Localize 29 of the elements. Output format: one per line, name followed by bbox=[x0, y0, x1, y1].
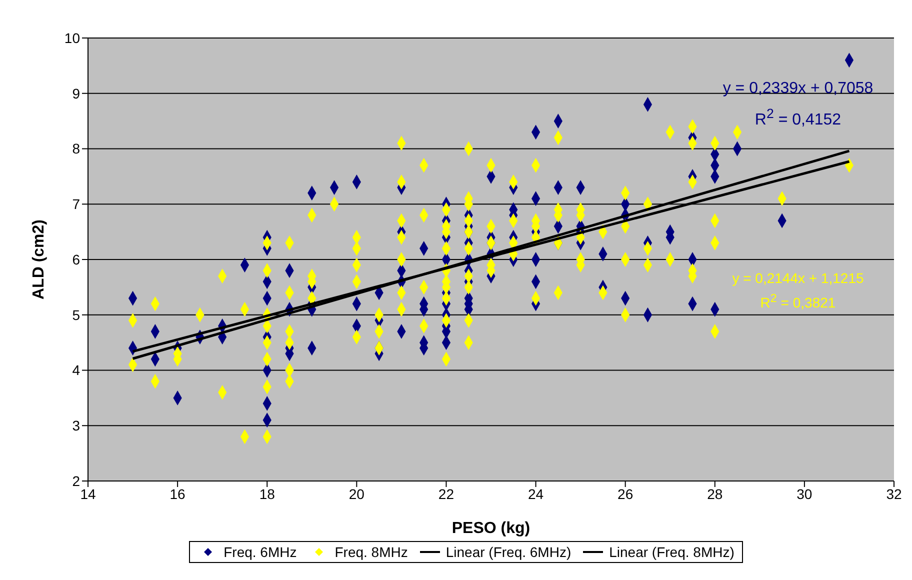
y-tick-label: 10 bbox=[64, 30, 80, 46]
x-tick-label: 18 bbox=[259, 486, 276, 502]
x-tick-label: 32 bbox=[886, 486, 902, 502]
x-tick-label: 16 bbox=[170, 486, 186, 502]
annotation: y = 0,2339x + 0,7058 bbox=[722, 80, 874, 98]
y-tick-label: 4 bbox=[72, 362, 80, 378]
x-tick-label: 28 bbox=[707, 486, 723, 502]
y-tick-label: 3 bbox=[72, 418, 80, 434]
y-tick-label: 5 bbox=[72, 306, 80, 323]
annotation: R$^{2}$ = 0,3821 bbox=[759, 292, 837, 311]
y-tick-label: 7 bbox=[72, 196, 80, 212]
x-tick-label: 30 bbox=[796, 486, 812, 502]
annotation: R$^{2}$ = 0,4152 bbox=[754, 106, 842, 130]
x-tick-label: 20 bbox=[348, 486, 365, 502]
y-axis-title: ALD (cm2) bbox=[30, 219, 48, 300]
x-tick-label: 14 bbox=[80, 486, 96, 502]
y-tick-label: 8 bbox=[72, 140, 80, 157]
y-tick-label: 9 bbox=[72, 85, 80, 102]
legend-label: Linear (Freq. 8MHz) bbox=[609, 544, 734, 560]
x-tick-label: 24 bbox=[528, 486, 544, 502]
y-tick-label: 2 bbox=[72, 472, 80, 489]
x-tick-label: 26 bbox=[618, 486, 634, 502]
legend-label: Linear (Freq. 6MHz) bbox=[446, 544, 572, 560]
x-axis-title: PESO (kg) bbox=[452, 520, 530, 537]
annotation: y = 0,2144x + 1,1215 bbox=[731, 270, 865, 286]
legend-label: Freq. 6MHz bbox=[224, 544, 297, 560]
y-tick-label: 6 bbox=[72, 251, 80, 268]
x-tick-label: 22 bbox=[438, 486, 454, 502]
legend-label: Freq. 8MHz bbox=[334, 544, 408, 560]
